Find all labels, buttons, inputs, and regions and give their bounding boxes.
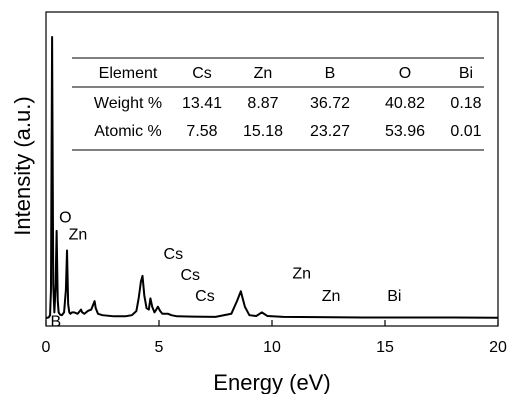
table-cell: 53.96 xyxy=(385,123,425,140)
table-cell: Atomic % xyxy=(94,123,162,140)
table-cell: 0.01 xyxy=(450,123,481,140)
x-tick-label: 10 xyxy=(263,339,281,356)
peak-label: Cs xyxy=(195,288,215,305)
table-cell: Weight % xyxy=(94,95,162,112)
peak-label: Zn xyxy=(292,266,311,283)
x-axis-ticks: 0 5 10 15 20 xyxy=(42,320,507,356)
spectrum-line-0 xyxy=(45,36,499,319)
table-header-cell: Bi xyxy=(459,65,473,82)
peak-label: Cs xyxy=(164,246,184,263)
peak-label: B xyxy=(51,313,62,330)
y-axis-title: Intensity (a.u.) xyxy=(10,96,35,235)
x-tick-label: 20 xyxy=(489,339,507,356)
table-cell: 0.18 xyxy=(450,95,481,112)
table-cell: 8.87 xyxy=(247,95,278,112)
peak-label: O xyxy=(59,209,71,226)
table-header-cell: B xyxy=(325,65,336,82)
peak-label: Zn xyxy=(322,288,341,305)
peak-label: Zn xyxy=(69,226,88,243)
table-cell: 15.18 xyxy=(243,123,283,140)
table-header-cell: Zn xyxy=(254,65,273,82)
table-cell: 13.41 xyxy=(182,95,222,112)
plot-area xyxy=(45,36,499,319)
table-cell: 36.72 xyxy=(310,95,350,112)
x-axis-title: Energy (eV) xyxy=(213,370,330,394)
x-tick-label: 0 xyxy=(42,339,51,356)
x-tick-label: 5 xyxy=(155,339,164,356)
x-tick-label: 15 xyxy=(376,339,394,356)
table-cell: 23.27 xyxy=(310,123,350,140)
peak-label: Cs xyxy=(180,267,200,284)
table-header-cell: Cs xyxy=(192,65,212,82)
table-header-cell: Element xyxy=(99,65,158,82)
table-header-cell: O xyxy=(399,65,411,82)
composition-table: Element Cs Zn B O Bi Weight % 13.41 8.87 36.72 40.… xyxy=(72,57,484,151)
table-cell: 40.82 xyxy=(385,95,425,112)
peak-label: Bi xyxy=(387,288,401,305)
table-cell: 7.58 xyxy=(186,123,217,140)
